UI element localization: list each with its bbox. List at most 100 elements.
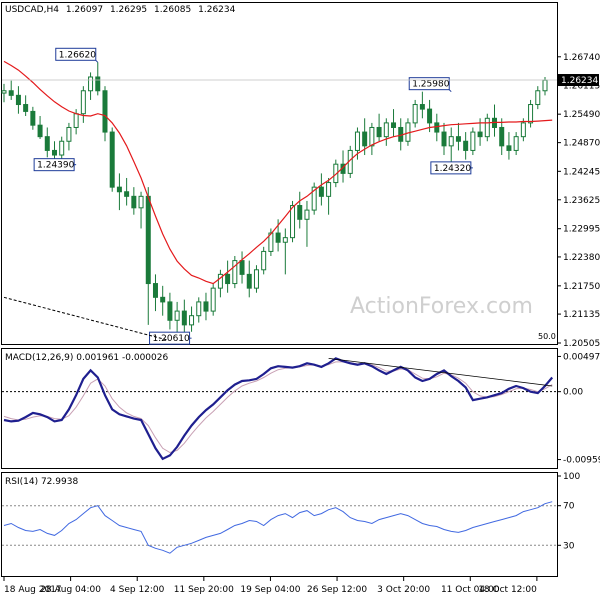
macd-lines bbox=[2, 357, 557, 461]
candle-body bbox=[427, 108, 433, 124]
candle-body bbox=[391, 122, 397, 128]
annotation-leader bbox=[95, 59, 99, 63]
close-value: 1.26234 bbox=[198, 5, 235, 15]
annotation-leader bbox=[448, 89, 452, 93]
candle bbox=[160, 285, 166, 316]
candle-body bbox=[275, 232, 281, 243]
annotation-label: 1.24390 bbox=[37, 161, 74, 171]
price-y-tick-label: 1.25490 bbox=[563, 110, 600, 120]
price-annotation: 1.26620 bbox=[55, 47, 99, 63]
candle-body bbox=[261, 250, 267, 271]
candle-body bbox=[506, 145, 512, 151]
candle bbox=[189, 306, 195, 332]
candle-body bbox=[95, 76, 101, 92]
candle-body bbox=[542, 79, 548, 92]
x-tick-label: 11 Sep 20:00 bbox=[174, 585, 234, 595]
price-y-tick-label: 1.24245 bbox=[563, 167, 600, 177]
candle bbox=[217, 269, 223, 298]
candle-body bbox=[160, 296, 166, 303]
candle-body bbox=[297, 205, 303, 220]
low-value: 1.26085 bbox=[154, 5, 191, 15]
candle bbox=[383, 118, 389, 146]
annotation-box bbox=[55, 47, 97, 61]
candle bbox=[419, 91, 425, 119]
candle-body bbox=[174, 310, 180, 321]
candle bbox=[116, 173, 122, 211]
candle-body bbox=[167, 301, 173, 321]
price-y-tick-label: 1.22380 bbox=[563, 253, 600, 263]
candle-body bbox=[145, 195, 151, 285]
annotation-label: 1.25980 bbox=[412, 80, 449, 90]
macd-panel-frame bbox=[1, 348, 558, 469]
candle-body bbox=[102, 90, 108, 133]
candle-body bbox=[196, 301, 202, 317]
candle bbox=[304, 200, 310, 247]
candle bbox=[326, 177, 332, 215]
candle-body bbox=[8, 90, 14, 96]
candle-body bbox=[362, 131, 368, 147]
candle bbox=[484, 113, 490, 142]
candle bbox=[434, 113, 440, 142]
candle bbox=[492, 104, 498, 137]
rsi-y-tick-label: 30 bbox=[563, 541, 575, 551]
candle bbox=[369, 122, 375, 156]
dotted-trendline-segment bbox=[3, 296, 169, 341]
signal-line bbox=[3, 361, 553, 454]
candle bbox=[455, 122, 461, 151]
price-panel-frame bbox=[1, 2, 558, 345]
candle bbox=[506, 132, 512, 160]
candle bbox=[109, 127, 115, 192]
candle-body bbox=[131, 195, 137, 209]
candle-body bbox=[311, 186, 317, 211]
candle-body bbox=[499, 126, 505, 147]
candle-body bbox=[116, 186, 122, 193]
candle bbox=[145, 187, 151, 325]
candle-body bbox=[333, 163, 339, 184]
candle-body bbox=[73, 113, 79, 128]
price-y-tick-label: 1.26115 bbox=[563, 81, 600, 91]
candle-body bbox=[181, 310, 187, 326]
x-tick-label: 11 Oct 04:00 bbox=[441, 585, 500, 595]
rsi-panel-title: RSI(14) 72.9938 bbox=[5, 477, 78, 487]
candle bbox=[210, 283, 216, 316]
candle-body bbox=[326, 182, 332, 197]
x-tick-label: 19 Sep 04:00 bbox=[240, 585, 300, 595]
candle bbox=[528, 99, 534, 128]
price-y-tick-label: 1.23625 bbox=[563, 196, 600, 206]
candle bbox=[520, 118, 526, 142]
x-tick-label: 4 Sep 12:00 bbox=[110, 585, 165, 595]
candle-body bbox=[282, 237, 288, 243]
candle bbox=[261, 246, 267, 275]
candle bbox=[30, 106, 36, 130]
macd-y-tick-label: 0.00 bbox=[563, 388, 583, 398]
candle-body bbox=[448, 136, 454, 147]
price-annotations: 1.26620 1.24390 1.20610 1.25980 1.24320 bbox=[33, 47, 473, 345]
price-annotation: 1.24320 bbox=[430, 161, 473, 175]
price-annotation: 1.24390 bbox=[33, 158, 77, 172]
candle bbox=[196, 297, 202, 323]
candle-body bbox=[203, 301, 209, 312]
candle-body bbox=[463, 140, 469, 151]
candle-body bbox=[217, 273, 223, 289]
x-tick-label: 18 Aug 2017 bbox=[4, 585, 62, 595]
candle-body bbox=[44, 136, 50, 151]
candle bbox=[412, 99, 418, 128]
candle bbox=[333, 159, 339, 188]
candle-body bbox=[239, 260, 245, 275]
corner-note: 50.0 bbox=[538, 332, 556, 341]
candle-body bbox=[455, 136, 461, 142]
candle-body bbox=[253, 269, 259, 289]
candle-body bbox=[470, 131, 476, 151]
candle-body bbox=[1, 90, 7, 94]
macd-y-tick-label: -0.009591 bbox=[563, 456, 600, 466]
candle bbox=[441, 122, 447, 156]
annotation-label: 1.24320 bbox=[434, 164, 471, 174]
open-value: 1.26097 bbox=[66, 5, 103, 15]
annotation-box bbox=[408, 77, 450, 91]
moving-average bbox=[3, 60, 553, 285]
price-annotation: 1.25980 bbox=[408, 77, 452, 93]
candle bbox=[59, 136, 65, 162]
candle bbox=[23, 95, 29, 117]
candle-body bbox=[484, 117, 490, 138]
